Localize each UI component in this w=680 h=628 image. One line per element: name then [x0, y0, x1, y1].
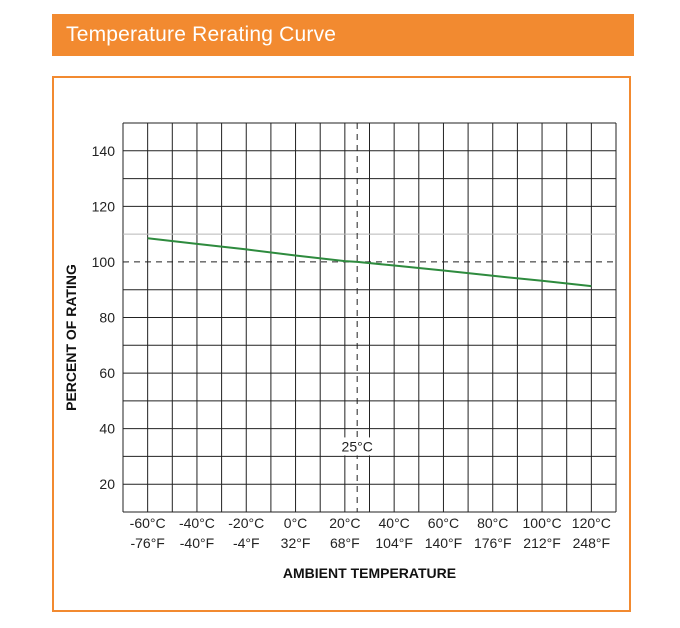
- horizontal-gridlines: [123, 122, 616, 513]
- x-tick-label-celsius: -20°C: [228, 515, 264, 531]
- x-tick-label-fahrenheit: -40°F: [180, 535, 214, 551]
- y-tick-label: 20: [99, 476, 115, 492]
- x-axis-title: AMBIENT TEMPERATURE: [283, 565, 456, 581]
- reference-label-25c: 25°C: [342, 438, 373, 454]
- x-tick-label-fahrenheit: 140°F: [425, 535, 463, 551]
- y-tick-labels: 20 40 60 80 100 120 140: [92, 143, 116, 492]
- chart-frame: [52, 76, 631, 612]
- x-tick-label-celsius: 0°C: [284, 515, 308, 531]
- y-axis-title: PERCENT OF RATING: [63, 264, 79, 411]
- x-tick-label-celsius: -40°C: [179, 515, 215, 531]
- y-tick-label: 120: [92, 198, 116, 214]
- x-tick-label-celsius: 40°C: [379, 515, 410, 531]
- x-tick-label-celsius: 60°C: [428, 515, 459, 531]
- x-tick-label-celsius: 80°C: [477, 515, 508, 531]
- x-tick-label-fahrenheit: -4°F: [233, 535, 260, 551]
- x-tick-labels: -60°C -76°F -40°C -40°F -20°C -4°F 0°C 32°F 20°C…: [130, 515, 611, 551]
- y-tick-label: 140: [92, 143, 116, 159]
- x-tick-label-fahrenheit: 68°F: [330, 535, 360, 551]
- header-banner: Temperature Rerating Curve: [52, 14, 634, 56]
- x-tick-label-fahrenheit: 32°F: [281, 535, 311, 551]
- x-tick-label-fahrenheit: 212°F: [523, 535, 561, 551]
- x-tick-label-fahrenheit: 104°F: [375, 535, 413, 551]
- y-tick-label: 80: [99, 310, 115, 326]
- x-tick-label-celsius: 120°C: [572, 515, 611, 531]
- x-tick-label-fahrenheit: 248°F: [573, 535, 611, 551]
- x-tick-label-celsius: -60°C: [130, 515, 166, 531]
- rerating-curve-line: [147, 237, 592, 288]
- x-tick-label-fahrenheit: 176°F: [474, 535, 512, 551]
- x-tick-label-celsius: 100°C: [523, 515, 562, 531]
- y-tick-label: 60: [99, 365, 115, 381]
- x-tick-label-celsius: 20°C: [329, 515, 360, 531]
- y-tick-label: 100: [92, 254, 116, 270]
- y-tick-label: 40: [99, 421, 115, 437]
- reference-label-background: [340, 437, 375, 456]
- x-tick-label-fahrenheit: -76°F: [130, 535, 164, 551]
- chart-title: Temperature Rerating Curve: [66, 23, 337, 46]
